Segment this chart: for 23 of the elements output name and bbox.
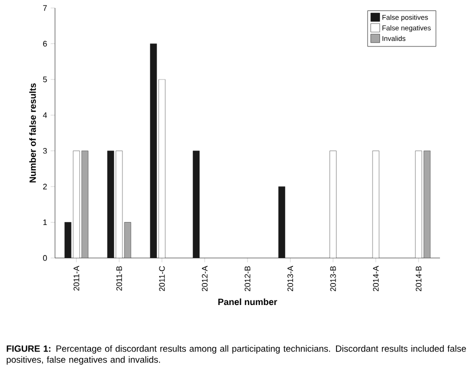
- bar: [150, 44, 157, 258]
- y-tick-label: 4: [42, 112, 47, 118]
- y-tick-label: 1: [43, 220, 47, 226]
- x-tick-label: 2014-B: [416, 266, 422, 292]
- text: FIGURE 1: Percentage of discordant results among all participating technicians. Discordant results included false positives, false negatives and invalids.: [6, 345, 466, 365]
- y-tick-label: 7: [43, 5, 47, 11]
- y-tick-label: 5: [43, 76, 47, 82]
- y-tick-label: 0: [43, 255, 47, 261]
- y-axis-title: Number of false results: [29, 83, 36, 182]
- y-tick-label: 2: [43, 184, 47, 190]
- x-tick-label: 2011-B: [116, 266, 122, 291]
- y-tick-label: 3: [43, 148, 47, 154]
- x-tick-label: 2012-A: [202, 266, 208, 292]
- y-tick-label: 6: [43, 40, 47, 47]
- x-tick-label: 2014-A: [372, 266, 379, 292]
- x-tick-label: 2012-B: [244, 266, 250, 292]
- x-axis-title: Panel number: [218, 298, 278, 306]
- x-tick-label: 2013-A: [287, 266, 294, 292]
- x-tick-label: 2011-A: [74, 266, 80, 291]
- bar: [64, 222, 72, 258]
- x-tick-label: 2013-B: [330, 266, 336, 292]
- bar: [107, 150, 114, 258]
- x-tick-label: 2011-C: [159, 266, 165, 292]
